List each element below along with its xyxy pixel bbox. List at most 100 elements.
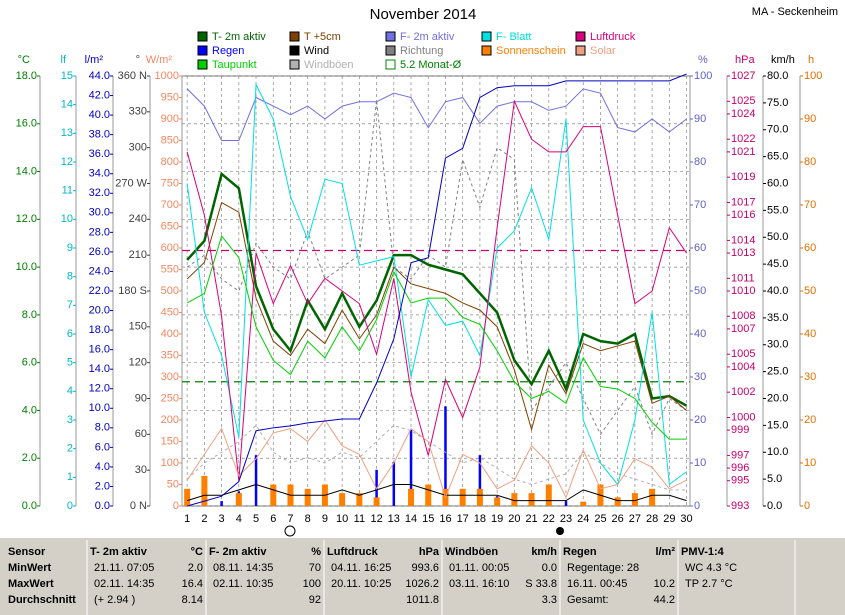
y-tick-label: 14.0 — [16, 165, 37, 177]
y-tick-label: 28.0 — [89, 226, 110, 238]
y-tick-label: 70 — [804, 199, 816, 211]
bar — [304, 488, 311, 506]
table-cell: 04.11. 16:25 — [331, 562, 391, 574]
legend-swatch — [197, 45, 208, 56]
y-tick-label: 240 — [129, 213, 147, 225]
y-tick-label: 0.0 — [767, 500, 782, 512]
y-tick-label: 210 — [129, 249, 147, 261]
legend-swatch — [197, 59, 208, 70]
y-tick-label: 900 — [161, 113, 179, 125]
y-tick-label: 1025 — [731, 95, 755, 107]
y-tick-label: 300 — [129, 142, 147, 154]
y-tick-label: 3 — [67, 414, 73, 426]
axis-label: ° — [136, 54, 140, 66]
y-tick-label: 270 W — [115, 177, 147, 189]
y-tick-label: 25.0 — [767, 366, 788, 378]
y-tick-label: 36.0 — [89, 148, 110, 160]
y-tick-label: 0 N — [130, 500, 147, 512]
y-tick-label: 90 — [135, 392, 147, 404]
x-tick-label: 29 — [663, 513, 675, 525]
y-tick-label: 14.0 — [89, 363, 110, 375]
legend-swatch — [289, 59, 300, 70]
y-tick-label: 950 — [161, 91, 179, 103]
x-tick-label: 15 — [422, 513, 434, 525]
y-tick-label: 70.0 — [767, 124, 788, 136]
y-tick-label: 30.0 — [767, 339, 788, 351]
axis-label: °C — [18, 54, 30, 66]
x-tick-label: 30 — [680, 513, 692, 525]
legend-swatch — [197, 31, 208, 42]
table-cell: 993.6 — [411, 562, 439, 574]
legend-swatch — [385, 45, 396, 56]
y-tick-label: 16.0 — [16, 118, 37, 130]
series-line — [186, 99, 687, 436]
y-tick-label: 12 — [61, 156, 73, 168]
y-tick-label: 34.0 — [89, 168, 110, 180]
y-tick-label: 500 — [161, 285, 179, 297]
x-tick-label: 12 — [370, 513, 382, 525]
x-tick-label: 19 — [491, 513, 503, 525]
y-tick-label: 44.0 — [89, 70, 110, 82]
table-cell: 01.11. 00:05 — [449, 562, 509, 574]
y-tick-label: 13 — [61, 127, 73, 139]
table-unit: l/m² — [655, 546, 675, 558]
x-tick-label: 24 — [577, 513, 589, 525]
y-tick-label: 22.0 — [89, 285, 110, 297]
y-tick-label: 5 — [67, 357, 73, 369]
x-tick-label: 1 — [184, 513, 190, 525]
table-unit: °C — [191, 546, 203, 558]
bar — [545, 484, 552, 506]
y-tick-label: 1 — [67, 471, 73, 483]
y-tick-label: 5.0 — [767, 473, 782, 485]
y-tick-label: 30 — [135, 464, 147, 476]
y-tick-label: 300 — [161, 371, 179, 383]
y-tick-label: 20 — [804, 414, 816, 426]
bar — [614, 497, 621, 506]
y-tick-label: 1014 — [731, 234, 755, 246]
legend-label: Richtung — [400, 45, 443, 57]
series-line — [186, 88, 687, 141]
y-tick-label: 850 — [161, 134, 179, 146]
y-tick-label: 1010 — [731, 285, 755, 297]
table-cell: TP 2.7 °C — [685, 578, 733, 590]
table-header: PMV-1:4 — [681, 546, 725, 558]
bar — [580, 501, 587, 506]
y-tick-label: 600 — [161, 242, 179, 254]
axis-label: hPa — [735, 54, 755, 66]
table-unit: hPa — [419, 546, 440, 558]
table-unit: % — [311, 546, 321, 558]
axis-label: W/m² — [146, 54, 173, 66]
x-tick-label: 28 — [646, 513, 658, 525]
table-cell: 8.14 — [182, 594, 203, 606]
y-tick-label: 65.0 — [767, 151, 788, 163]
y-tick-label: 8.0 — [95, 422, 110, 434]
y-tick-label: 18.0 — [89, 324, 110, 336]
table-cell: 02.11. 14:35 — [94, 578, 154, 590]
y-tick-label: 0.0 — [95, 500, 110, 512]
y-tick-label: 400 — [161, 328, 179, 340]
series-line — [187, 483, 687, 502]
y-tick-label: 26.0 — [89, 246, 110, 258]
legend-label: T- 2m aktiv — [212, 31, 266, 43]
y-tick-label: 100 — [804, 70, 822, 82]
legend-swatch — [289, 45, 300, 56]
y-tick-label: 997 — [731, 449, 749, 461]
y-tick-label: 10.0 — [16, 261, 37, 273]
y-tick-label: 60 — [804, 242, 816, 254]
x-tick-label: 8 — [305, 513, 311, 525]
y-tick-label: 90 — [804, 113, 816, 125]
x-tick-label: 3 — [219, 513, 225, 525]
table-cell: (+ 2.94 ) — [94, 594, 135, 606]
table-cell: 16.4 — [182, 578, 203, 590]
table-header: F- 2m aktiv — [209, 546, 267, 558]
table-row-label: Durchschnitt — [8, 594, 76, 606]
y-tick-label: 1008 — [731, 310, 755, 322]
legend-swatch — [575, 31, 586, 42]
chart-title: November 2014 — [370, 6, 477, 23]
y-tick-label: 1022 — [731, 133, 755, 145]
y-tick-label: 330 — [129, 106, 147, 118]
table-row-label: Sensor — [8, 546, 46, 558]
y-tick-label: 90 — [694, 113, 706, 125]
y-tick-label: 750 — [161, 177, 179, 189]
y-tick-label: 7 — [67, 299, 73, 311]
